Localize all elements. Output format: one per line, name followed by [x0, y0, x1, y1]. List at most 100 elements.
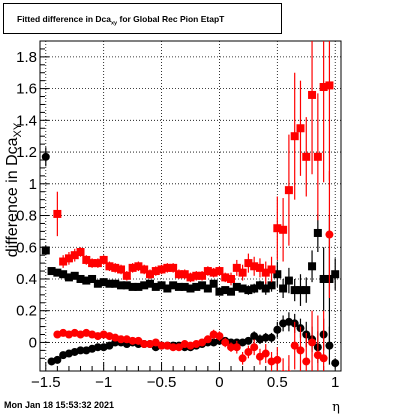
data-point-circle: [203, 335, 212, 344]
y-axis-label-main: difference in Dca: [4, 137, 21, 257]
y-tick-label: 0: [29, 334, 37, 351]
data-point-circle: [227, 343, 236, 352]
data-point-circle: [331, 359, 340, 368]
data-point-square: [302, 152, 311, 161]
data-point-square: [232, 282, 241, 291]
data-point-square: [290, 286, 299, 295]
data-point-circle: [117, 335, 126, 344]
data-point-circle: [169, 343, 178, 352]
data-point-circle: [53, 355, 62, 364]
data-point-square: [93, 279, 102, 288]
data-point-square: [319, 274, 328, 283]
chart-title: Fitted difference in Dcaxy for Global Re…: [17, 14, 224, 27]
data-point-square: [99, 278, 108, 287]
data-point-circle: [140, 340, 149, 349]
data-point-square: [192, 282, 201, 291]
series-0: [41, 213, 340, 343]
data-point-square: [302, 286, 311, 295]
data-point-square: [169, 263, 178, 272]
data-point-square: [151, 267, 160, 276]
x-tick-label: 0.5: [267, 374, 288, 391]
y-axis-label-sub: XY: [12, 122, 24, 137]
data-point-square: [296, 124, 305, 133]
data-point-square: [279, 284, 288, 293]
data-point-square: [111, 263, 120, 272]
data-point-square: [186, 284, 195, 293]
y-tick-label: 1.6: [16, 81, 37, 98]
data-point-square: [273, 224, 282, 233]
data-point-square: [290, 132, 299, 141]
series-3: [53, 171, 334, 371]
data-point-circle: [41, 152, 50, 161]
data-point-square: [117, 281, 126, 290]
data-point-circle: [157, 341, 166, 350]
data-point-square: [64, 273, 73, 282]
y-tick-label: 1: [29, 176, 37, 193]
data-point-circle: [308, 338, 317, 347]
data-point-circle: [128, 336, 137, 345]
data-point-square: [76, 248, 85, 257]
data-point-square: [215, 267, 224, 276]
data-point-circle: [76, 346, 85, 355]
data-point-circle: [238, 354, 247, 363]
data-point-circle: [319, 354, 328, 363]
data-marks: [41, 41, 340, 371]
data-point-square: [134, 262, 143, 271]
y-tick-label: 1.8: [16, 49, 37, 66]
plot-frame: [39, 40, 342, 372]
data-point-square: [221, 286, 230, 295]
data-point-square: [203, 267, 212, 276]
data-point-square: [105, 279, 114, 288]
data-point-square: [99, 255, 108, 264]
data-point-square: [122, 271, 131, 280]
y-tick-label: 1.4: [16, 112, 37, 129]
data-point-square: [221, 273, 230, 282]
data-point-square: [145, 270, 154, 279]
data-point-square: [128, 282, 137, 291]
x-tick-label: −1: [95, 374, 112, 391]
timestamp: Mon Jan 18 15:53:32 2021: [4, 400, 115, 410]
x-tick-label: −1.5: [31, 374, 61, 391]
data-point-square: [163, 263, 172, 272]
data-point-square: [53, 209, 62, 218]
data-point-circle: [286, 370, 292, 371]
data-point-square: [284, 186, 293, 195]
data-point-square: [250, 262, 259, 271]
data-point-square: [82, 255, 91, 264]
data-point-square: [232, 263, 241, 272]
data-point-square: [59, 270, 68, 279]
data-point-square: [47, 267, 56, 276]
data-point-square: [250, 284, 259, 293]
data-point-square: [308, 262, 317, 271]
data-point-square: [151, 282, 160, 291]
data-point-square: [296, 286, 305, 295]
data-point-square: [261, 268, 270, 277]
data-point-square: [244, 259, 253, 268]
data-point-square: [157, 265, 166, 274]
data-point-square: [279, 225, 288, 234]
title-subscript: xy: [111, 20, 118, 27]
x-tick-label: 0: [215, 374, 223, 391]
data-point-square: [140, 281, 149, 290]
data-point-circle: [221, 338, 230, 347]
data-point-circle: [325, 341, 334, 350]
y-tick-label: 0.2: [16, 303, 37, 320]
y-tick-label: 1.2: [16, 144, 37, 161]
data-point-square: [238, 284, 247, 293]
title-box: Fitted difference in Dcaxy for Global Re…: [3, 3, 282, 34]
data-point-square: [186, 273, 195, 282]
data-point-circle: [267, 333, 276, 342]
data-point-circle: [215, 332, 224, 341]
data-point-square: [163, 284, 172, 293]
y-tick-label: 0.6: [16, 239, 37, 256]
data-point-square: [313, 228, 322, 237]
data-point-square: [331, 270, 340, 279]
data-point-square: [319, 83, 328, 92]
data-point-square: [70, 271, 79, 280]
data-point-square: [209, 268, 218, 277]
data-point-square: [255, 263, 264, 272]
data-point-circle: [93, 343, 102, 352]
x-tick-label: 1: [331, 374, 339, 391]
axes: −1.5 −1 −0.5 0 0.5 1 0 0.2 0.4 0.6 0.8 1 1.2 1.4 1.6 1.…: [16, 40, 342, 391]
